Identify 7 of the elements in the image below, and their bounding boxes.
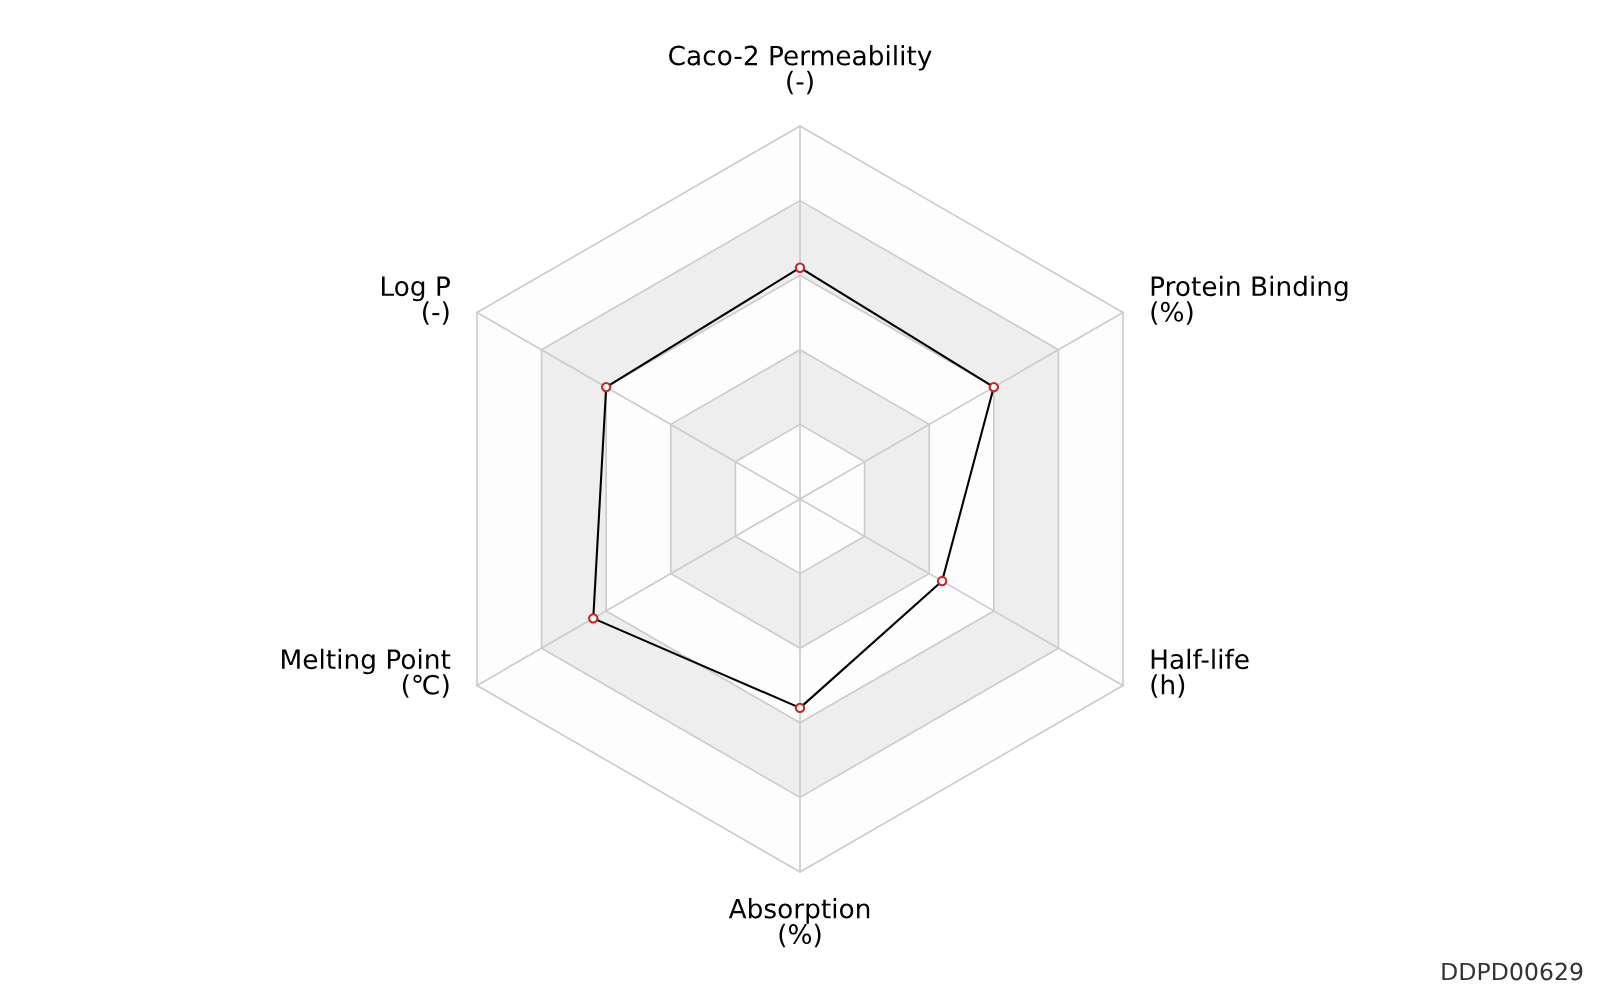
spoke-label: Caco-2 Permeability (-)	[669, 45, 932, 95]
spoke-label: Absorption (%)	[728, 898, 870, 948]
text: DDPD00629	[1442, 962, 1583, 981]
spoke-label: Melting Point (℃)	[282, 648, 451, 698]
spoke-label: Log P (-)	[382, 276, 450, 325]
spoke-label: Protein Binding (%)	[1151, 275, 1348, 325]
spoke-label: Half-life (h)	[1151, 648, 1249, 698]
